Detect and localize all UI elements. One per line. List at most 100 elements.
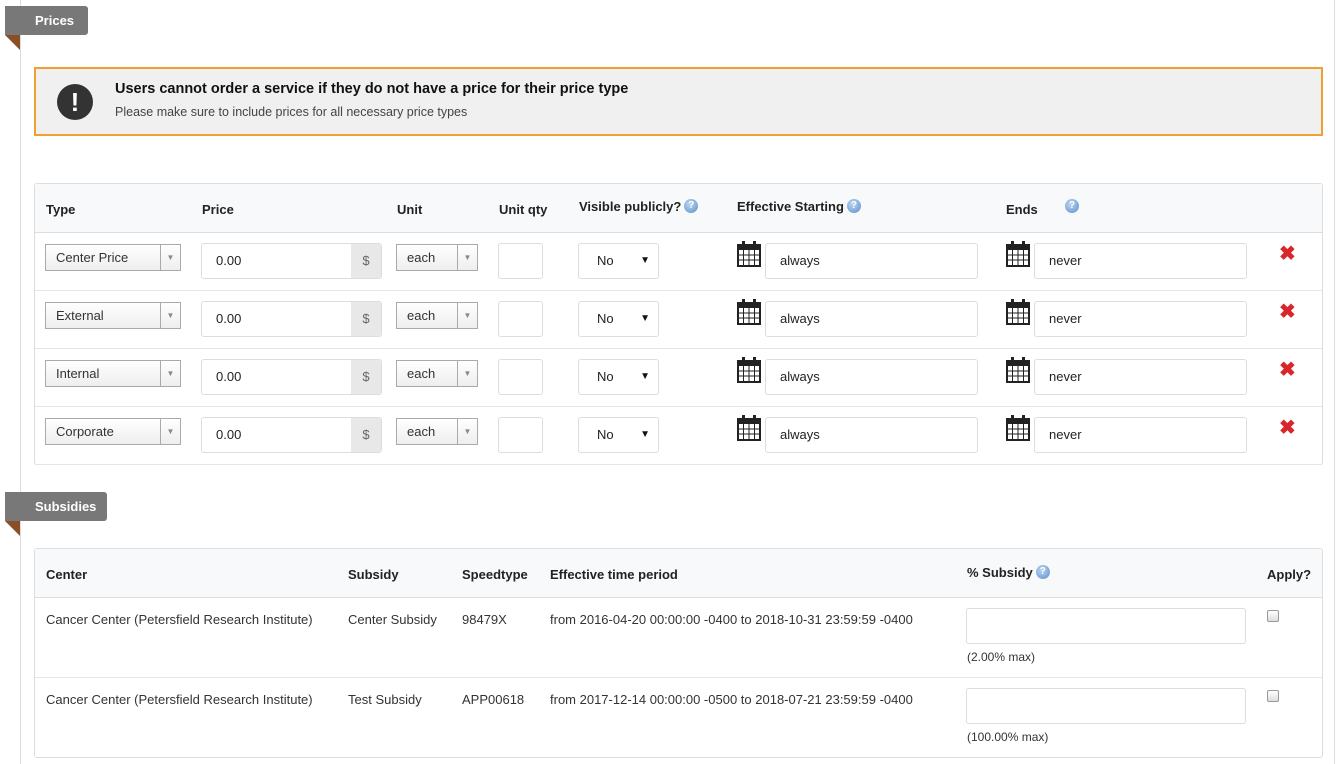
- end-date-input[interactable]: never: [1034, 417, 1247, 453]
- speedtype: 98479X: [462, 612, 507, 627]
- delete-icon[interactable]: ✖: [1279, 301, 1296, 323]
- start-date-input[interactable]: always: [765, 359, 978, 395]
- effective-period: from 2016-04-20 00:00:00 -0400 to 2018-1…: [550, 612, 913, 627]
- price-input[interactable]: 0.00 $: [201, 417, 382, 453]
- end-date-input[interactable]: never: [1034, 301, 1247, 337]
- caret-down-icon: ▼: [640, 255, 650, 266]
- currency-addon: $: [351, 302, 381, 336]
- header-period: Effective time period: [550, 567, 678, 582]
- prices-table-header: Type Price Unit Unit qty Visible publicl…: [35, 184, 1322, 233]
- right-rule: [1334, 0, 1335, 764]
- type-select[interactable]: Internal ▼: [45, 360, 181, 387]
- caret-down-icon: ▼: [640, 429, 650, 440]
- calendar-icon[interactable]: [1006, 415, 1030, 441]
- end-date-input[interactable]: never: [1034, 243, 1247, 279]
- header-unit: Unit: [397, 202, 423, 217]
- unit-select[interactable]: each ▼: [396, 418, 478, 445]
- chevron-down-icon: ▼: [457, 419, 477, 444]
- header-price: Price: [202, 202, 234, 217]
- unit-qty-input[interactable]: [498, 359, 543, 395]
- chevron-down-icon: ▼: [457, 361, 477, 386]
- unit-qty-input[interactable]: [498, 243, 543, 279]
- visible-select[interactable]: No ▼: [578, 301, 659, 337]
- type-select[interactable]: External ▼: [45, 302, 181, 329]
- visible-select[interactable]: No ▼: [578, 243, 659, 279]
- ribbon-fold: [5, 521, 20, 536]
- caret-down-icon: ▼: [640, 371, 650, 382]
- calendar-icon[interactable]: [737, 299, 761, 325]
- subsidy-name: Center Subsidy: [348, 612, 437, 627]
- header-center: Center: [46, 567, 88, 582]
- ribbon-fold: [5, 35, 20, 50]
- center-name: Cancer Center (Petersfield Research Inst…: [46, 612, 313, 627]
- apply-checkbox[interactable]: [1267, 690, 1279, 702]
- end-date-input[interactable]: never: [1034, 359, 1247, 395]
- apply-checkbox[interactable]: [1267, 610, 1279, 622]
- start-date-input[interactable]: always: [765, 301, 978, 337]
- subsidy-row: Cancer Center (Petersfield Research Inst…: [35, 598, 1322, 678]
- chevron-down-icon: ▼: [457, 245, 477, 270]
- header-apply: Apply?: [1267, 567, 1312, 582]
- delete-icon[interactable]: ✖: [1279, 243, 1296, 265]
- help-icon[interactable]: ?: [1065, 199, 1079, 213]
- center-name: Cancer Center (Petersfield Research Inst…: [46, 692, 313, 707]
- currency-addon: $: [351, 418, 381, 452]
- unit-select[interactable]: each ▼: [396, 302, 478, 329]
- chevron-down-icon: ▼: [457, 303, 477, 328]
- price-row: Internal ▼ 0.00 $ each ▼ No ▼ always never ✖: [35, 349, 1322, 407]
- subsidy-name: Test Subsidy: [348, 692, 422, 707]
- header-ends: Ends: [1006, 202, 1038, 217]
- calendar-icon[interactable]: [1006, 241, 1030, 267]
- unit-qty-input[interactable]: [498, 301, 543, 337]
- exclamation-icon: !: [57, 84, 93, 120]
- help-icon[interactable]: ?: [684, 199, 699, 213]
- chevron-down-icon: ▼: [160, 303, 180, 328]
- chevron-down-icon: ▼: [160, 361, 180, 386]
- header-speedtype: Speedtype: [462, 567, 528, 582]
- calendar-icon[interactable]: [1006, 299, 1030, 325]
- start-date-input[interactable]: always: [765, 243, 978, 279]
- help-icon[interactable]: ?: [846, 199, 861, 213]
- pct-subsidy-input[interactable]: [966, 688, 1246, 724]
- subsidies-table-header: Center Subsidy Speedtype Effective time …: [35, 549, 1322, 598]
- effective-period: from 2017-12-14 00:00:00 -0500 to 2018-0…: [550, 692, 913, 707]
- visible-select[interactable]: No ▼: [578, 417, 659, 453]
- price-row: Center Price ▼ 0.00 $ each ▼ No ▼ always nev…: [35, 233, 1322, 291]
- start-date-input[interactable]: always: [765, 417, 978, 453]
- visible-select[interactable]: No ▼: [578, 359, 659, 395]
- header-subsidy: Subsidy: [348, 567, 399, 582]
- help-icon[interactable]: ?: [1035, 565, 1050, 579]
- unit-select[interactable]: each ▼: [396, 360, 478, 387]
- price-row: Corporate ▼ 0.00 $ each ▼ No ▼ always never …: [35, 407, 1322, 465]
- currency-addon: $: [351, 360, 381, 394]
- currency-addon: $: [351, 244, 381, 278]
- caret-down-icon: ▼: [640, 313, 650, 324]
- calendar-icon[interactable]: [1006, 357, 1030, 383]
- header-pct-subsidy: % Subsidy?: [967, 565, 1050, 580]
- pct-subsidy-input[interactable]: [966, 608, 1246, 644]
- header-effective: Effective Starting?: [737, 199, 861, 214]
- price-input[interactable]: 0.00 $: [201, 301, 382, 337]
- subsidies-section-tab: Subsidies: [5, 492, 107, 521]
- header-unit-qty: Unit qty: [499, 202, 548, 217]
- type-select[interactable]: Center Price ▼: [45, 244, 181, 271]
- price-input[interactable]: 0.00 $: [201, 359, 382, 395]
- max-hint: (2.00% max): [967, 650, 1036, 664]
- unit-qty-input[interactable]: [498, 417, 543, 453]
- price-input[interactable]: 0.00 $: [201, 243, 382, 279]
- header-type: Type: [46, 202, 76, 217]
- calendar-icon[interactable]: [737, 241, 761, 267]
- price-row: External ▼ 0.00 $ each ▼ No ▼ always never ✖: [35, 291, 1322, 349]
- type-select[interactable]: Corporate ▼: [45, 418, 181, 445]
- calendar-icon[interactable]: [737, 415, 761, 441]
- prices-table: Type Price Unit Unit qty Visible publicl…: [34, 183, 1323, 465]
- calendar-icon[interactable]: [737, 357, 761, 383]
- header-visible: Visible publicly??: [579, 199, 699, 214]
- delete-icon[interactable]: ✖: [1279, 417, 1296, 439]
- unit-select[interactable]: each ▼: [396, 244, 478, 271]
- delete-icon[interactable]: ✖: [1279, 359, 1296, 381]
- alert-title: Users cannot order a service if they do …: [115, 81, 629, 97]
- subsidies-table: Center Subsidy Speedtype Effective time …: [34, 548, 1323, 758]
- alert-message: Please make sure to include prices for a…: [115, 105, 468, 119]
- speedtype: APP00618: [462, 692, 525, 707]
